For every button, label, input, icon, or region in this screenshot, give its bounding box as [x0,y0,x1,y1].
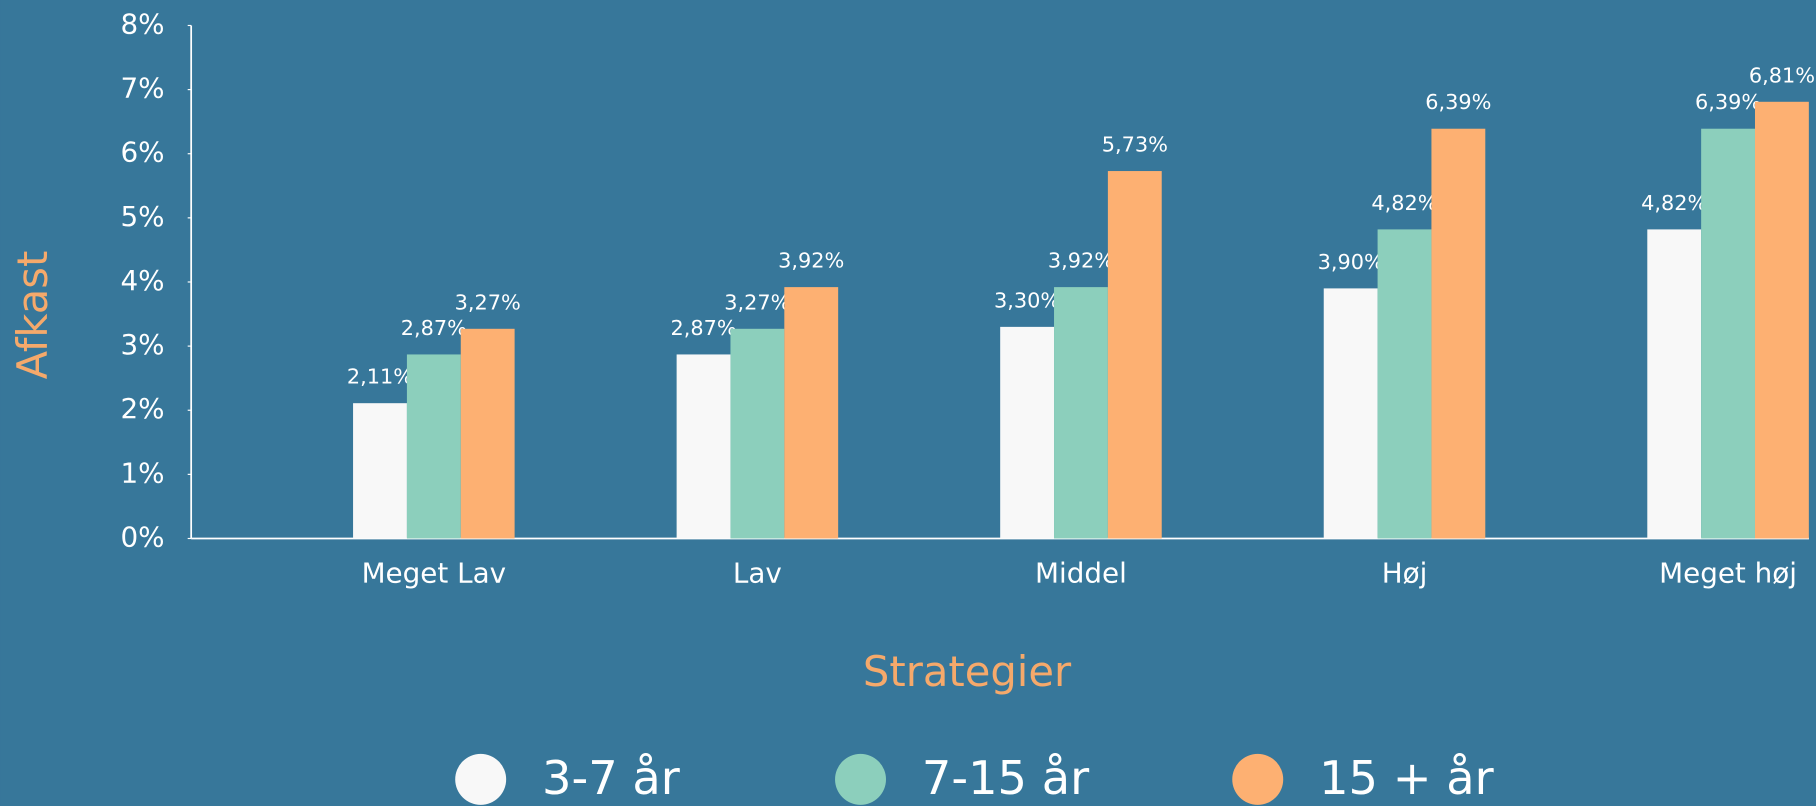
bar [1647,229,1702,539]
data-label: 3,27% [724,290,790,314]
bar [784,287,839,539]
x-axis-title: Strategier [863,647,1072,696]
y-tick-label: 4% [120,264,164,297]
bar [1754,101,1809,539]
bar [353,403,407,539]
y-axis-title: Afkast [8,251,57,380]
y-tick-label: 5% [120,200,164,233]
x-tick-label: Meget Lav [362,556,506,589]
data-label: 3,30% [994,288,1060,312]
legend-label: 3-7 år [542,751,681,805]
x-tick-label: Lav [733,556,782,589]
y-tick-label: 1% [120,456,164,489]
data-label: 3,27% [455,290,521,314]
legend-swatch [835,753,886,805]
data-label: 2,11% [347,365,413,389]
x-tick-label: Meget høj [1659,556,1797,589]
y-tick-label: 7% [120,72,164,105]
data-label: 4,82% [1371,191,1437,215]
data-label: 3,92% [1048,249,1114,273]
bar [1107,171,1162,539]
bar [730,328,785,539]
bar [406,354,461,539]
data-label: 6,39% [1425,90,1491,114]
bar [1701,128,1755,539]
bar [1323,288,1378,539]
x-tick-label: Middel [1035,556,1127,589]
x-tick-label: Høj [1382,556,1428,589]
data-label: 5,73% [1102,133,1168,157]
bar [1377,229,1432,539]
data-label: 4,82% [1641,191,1707,215]
y-tick-label: 8% [120,7,164,40]
data-label: 3,92% [778,249,844,273]
legend-label: 7-15 år [922,751,1090,805]
y-tick-label: 3% [120,328,164,361]
bar [1054,287,1108,539]
y-tick-label: 2% [120,392,164,425]
bar [460,328,515,539]
legend-swatch [1232,753,1284,805]
legend-label: 15 + år [1319,751,1495,805]
data-label: 6,39% [1695,90,1761,114]
bar [676,354,731,539]
data-label: 3,90% [1318,250,1384,274]
bar [1431,128,1486,539]
y-tick-label: 6% [120,136,164,169]
data-label: 2,87% [670,316,736,340]
data-label: 6,81% [1749,63,1815,87]
legend-swatch [455,753,507,805]
bar [1000,326,1055,539]
data-label: 2,87% [401,316,467,340]
y-tick-label: 0% [120,520,164,553]
